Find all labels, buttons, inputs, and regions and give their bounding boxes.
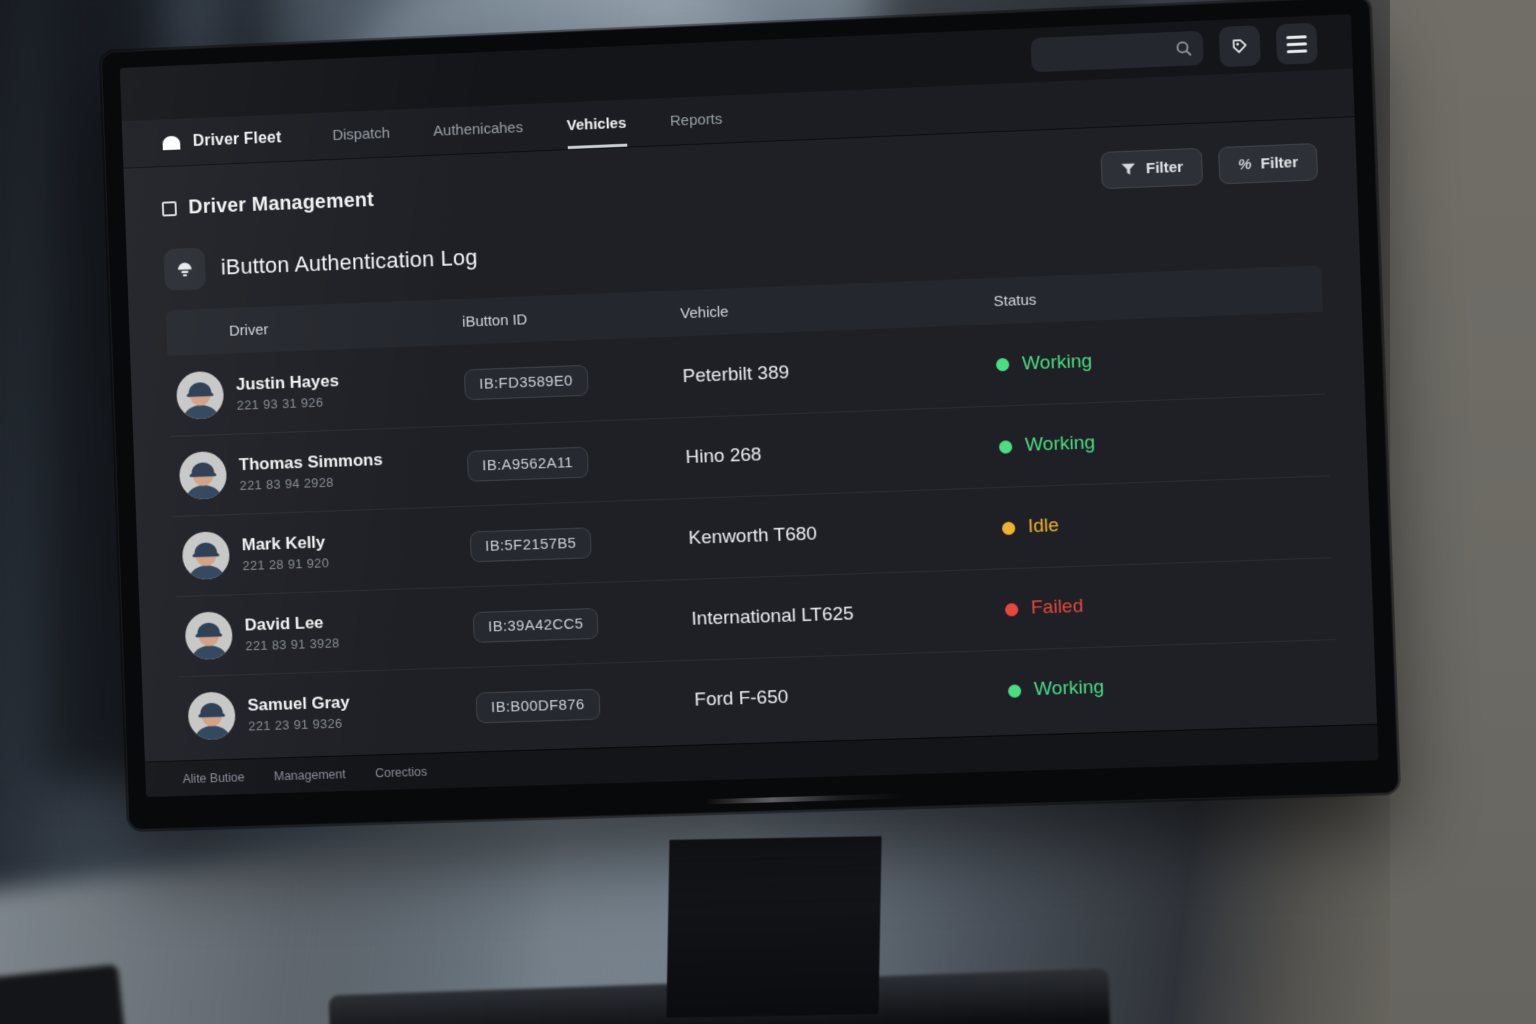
driver-name: David Lee xyxy=(244,613,324,635)
driver-avatar xyxy=(189,698,237,741)
column-header-vehicle: Vehicle xyxy=(680,302,729,322)
driver-avatar xyxy=(183,536,231,581)
column-header-status: Status xyxy=(993,290,1037,310)
vehicle-name: Kenworth T680 xyxy=(688,523,818,549)
vehicle-name: Ford F-650 xyxy=(694,686,789,711)
driver-cell: David Lee 221 83 91 3928 xyxy=(177,603,475,661)
tab-label: Dispatch xyxy=(332,124,391,145)
column-header-ibutton-id: iButton ID xyxy=(461,310,528,331)
status-dot-icon xyxy=(998,439,1013,454)
driver-phone: 221 23 91 9326 xyxy=(248,715,343,734)
auth-log-table: Driver iButton ID Vehicle Status Justin Hay… xyxy=(165,265,1339,757)
footer-link[interactable]: Alite Butioe xyxy=(182,769,245,786)
status-dot-icon xyxy=(995,357,1010,372)
footer-link[interactable]: Management xyxy=(273,766,346,783)
status-dot-icon xyxy=(1004,602,1019,616)
status-badge: Failed xyxy=(1004,588,1334,621)
nav-tab-reports[interactable]: Reports xyxy=(669,96,723,145)
status-label: Failed xyxy=(1030,595,1084,619)
driver-avatar xyxy=(186,617,234,661)
driver-avatar xyxy=(180,455,228,501)
search-icon xyxy=(1174,39,1193,58)
vehicle-name: Peterbilt 389 xyxy=(682,361,790,387)
funnel-icon xyxy=(1121,163,1136,176)
filter-funnel-button[interactable]: Filter xyxy=(1100,147,1204,190)
driver-cell: Thomas Simmons 221 83 94 2928 xyxy=(171,442,468,501)
log-title: iButton Authentication Log xyxy=(220,244,478,280)
ibutton-id-badge: IB:39A42CC5 xyxy=(472,607,599,643)
ibutton-id-badge: IB:B00DF876 xyxy=(475,688,601,723)
status-badge: Idle xyxy=(1001,506,1331,539)
bezel-glare xyxy=(705,793,906,805)
driver-name: Samuel Gray xyxy=(247,692,350,715)
tab-label: Reports xyxy=(669,110,723,130)
log-header: iButton Authentication Log xyxy=(163,203,1320,291)
brand[interactable]: Driver Fleet xyxy=(159,128,282,153)
ibutton-id-badge: IB:FD3589E0 xyxy=(463,364,589,401)
navbar: Driver Fleet Dispatch Authenicahes Vehicle… xyxy=(121,68,1355,169)
status-badge: Working xyxy=(998,424,1328,458)
filter-group: Filter % Filter xyxy=(1100,143,1319,190)
driver-cell: Mark Kelly 221 28 91 920 xyxy=(174,523,471,581)
table-row[interactable]: Justin Hayes 221 93 31 926 IB:FD3589E0 P… xyxy=(167,312,1326,436)
screen: Driver Fleet Dispatch Authenicahes Vehicle… xyxy=(119,14,1379,798)
menu-icon xyxy=(1286,34,1308,53)
driver-phone: 221 93 31 926 xyxy=(236,394,324,413)
page-header: Driver Management Filter % Filter xyxy=(161,143,1319,227)
table-row[interactable]: Thomas Simmons 221 83 94 2928 IB:A9562A1… xyxy=(170,393,1330,517)
status-label: Idle xyxy=(1027,515,1060,538)
filter-label: Filter xyxy=(1145,158,1184,178)
footer-link[interactable]: Corectios xyxy=(374,764,428,780)
filter-percent-button[interactable]: % Filter xyxy=(1218,143,1319,185)
nav-tab-vehicles[interactable]: Vehicles xyxy=(565,99,628,150)
table-row[interactable]: Samuel Gray 221 23 91 9326 IB:B00DF876 F… xyxy=(178,639,1339,757)
status-dot-icon xyxy=(1007,683,1022,698)
table-body: Justin Hayes 221 93 31 926 IB:FD3589E0 P… xyxy=(167,312,1339,757)
square-icon xyxy=(161,201,177,217)
table-row[interactable]: David Lee 221 83 91 3928 IB:39A42CC5 Int… xyxy=(176,557,1336,677)
ibutton-log-icon xyxy=(163,247,207,291)
vehicle-name: Hino 268 xyxy=(685,444,762,469)
status-dot-icon xyxy=(1001,521,1016,535)
status-label: Working xyxy=(1021,350,1093,375)
status-label: Working xyxy=(1033,676,1105,701)
search-input[interactable] xyxy=(1040,40,1176,63)
status-label: Working xyxy=(1024,432,1096,456)
tag-icon xyxy=(1229,36,1250,57)
ibutton-id-badge: IB:5F2157B5 xyxy=(469,526,592,562)
nav-tab-dispatch[interactable]: Dispatch xyxy=(332,110,391,159)
menu-button[interactable] xyxy=(1275,22,1318,65)
driver-avatar xyxy=(177,373,225,420)
search-box xyxy=(1030,30,1204,73)
driver-cell: Justin Hayes 221 93 31 926 xyxy=(168,361,465,420)
content: Driver Management Filter % Filter xyxy=(123,117,1378,762)
filter-label: Filter xyxy=(1260,153,1299,173)
brand-label: Driver Fleet xyxy=(192,128,282,150)
driver-name: Thomas Simmons xyxy=(238,450,383,475)
status-badge: Working xyxy=(1007,669,1337,702)
vehicle-name: International LT625 xyxy=(691,603,855,630)
driver-name: Justin Hayes xyxy=(235,370,340,394)
driver-cell: Samuel Gray 221 23 91 9326 xyxy=(180,684,478,741)
monitor-stand-neck xyxy=(666,836,882,1018)
truck-icon xyxy=(162,135,181,150)
page-title: Driver Management xyxy=(188,189,375,219)
driver-phone: 221 83 94 2928 xyxy=(239,474,335,493)
driver-phone: 221 83 91 3928 xyxy=(245,635,340,654)
tag-button[interactable] xyxy=(1218,25,1261,68)
nav-tab-authenicahes[interactable]: Authenicahes xyxy=(432,104,524,155)
tab-label: Vehicles xyxy=(566,114,627,135)
driver-phone: 221 28 91 920 xyxy=(242,555,330,574)
status-badge: Working xyxy=(995,341,1324,375)
monitor: Driver Fleet Dispatch Authenicahes Vehicle… xyxy=(100,0,1400,831)
driver-name: Mark Kelly xyxy=(241,532,326,555)
column-header-driver: Driver xyxy=(228,320,269,340)
table-row[interactable]: Mark Kelly 221 28 91 920 IB:5F2157B5 Ken… xyxy=(173,475,1333,597)
tab-label: Authenicahes xyxy=(432,119,524,140)
percent-icon: % xyxy=(1237,155,1252,174)
ibutton-id-badge: IB:A9562A11 xyxy=(466,446,589,482)
background-wall xyxy=(1390,0,1536,1024)
